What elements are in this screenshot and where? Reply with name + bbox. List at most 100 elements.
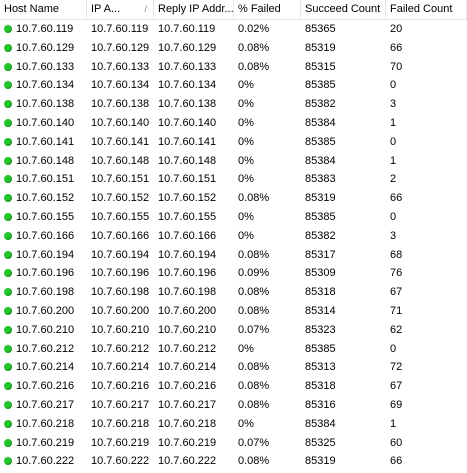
host-name-text: 10.7.60.196 — [16, 267, 75, 280]
succeed-count-cell: 85383 — [305, 173, 336, 186]
table-row[interactable]: 10.7.60.148 10.7.60.148 10.7.60.148 0% 85384… — [0, 152, 467, 171]
column-header-host-name[interactable]: Host Name — [0, 0, 87, 19]
ip-address-cell: 10.7.60.217 — [91, 398, 150, 411]
column-header-reply-ip-address[interactable]: Reply IP Addr... — [154, 0, 234, 19]
table-row[interactable]: 10.7.60.152 10.7.60.152 10.7.60.152 0.08% 85… — [0, 189, 467, 208]
succeed-count-cell: 85385 — [305, 210, 336, 223]
reply-ip-cell: 10.7.60.119 — [158, 23, 216, 35]
table-row[interactable]: 10.7.60.133 10.7.60.133 10.7.60.133 0.08% 85… — [0, 58, 467, 77]
host-name-cell: 10.7.60.200 — [0, 302, 87, 321]
succeed-count-cell: 85385 — [305, 79, 336, 92]
green-circle-icon — [4, 269, 12, 278]
host-name-text: 10.7.60.218 — [16, 417, 75, 430]
host-name-cell: 10.7.60.216 — [0, 377, 87, 396]
table-row[interactable]: 10.7.60.129 10.7.60.129 10.7.60.129 0.08% 85… — [0, 39, 467, 58]
table-row[interactable]: 10.7.60.140 10.7.60.140 10.7.60.140 0% 85384… — [0, 114, 467, 133]
column-header-failed-count[interactable]: Failed Count — [386, 0, 467, 19]
reply-ip-cell: 10.7.60.134 — [158, 79, 217, 92]
green-circle-icon — [4, 43, 12, 52]
host-name-cell: 10.7.60.141 — [0, 133, 87, 152]
ip-address-cell: 10.7.60.210 — [91, 323, 150, 336]
table-row[interactable]: 10.7.60.138 10.7.60.138 10.7.60.138 0% 85382… — [0, 95, 467, 114]
host-name-text: 10.7.60.155 — [16, 210, 75, 223]
table-row[interactable]: 10.7.60.155 10.7.60.155 10.7.60.155 0% 85385… — [0, 208, 467, 227]
host-name-cell: 10.7.60.222 — [0, 452, 87, 471]
host-name-cell: 10.7.60.133 — [0, 58, 87, 77]
percent-failed-cell: 0.08% — [238, 380, 270, 393]
green-circle-icon — [4, 100, 12, 109]
percent-failed-cell: 0.08% — [238, 455, 270, 468]
table-row[interactable]: 10.7.60.134 10.7.60.134 10.7.60.134 0% 85385… — [0, 76, 467, 95]
table-row[interactable]: 10.7.60.219 10.7.60.219 10.7.60.219 0.07% 85… — [0, 434, 467, 453]
green-circle-icon — [4, 438, 12, 447]
percent-failed-cell: 0.08% — [238, 60, 270, 73]
succeed-count-cell: 85365 — [305, 23, 336, 35]
failed-count-cell: 1 — [390, 154, 397, 167]
table-row[interactable]: 10.7.60.151 10.7.60.151 10.7.60.151 0% 85383… — [0, 170, 467, 189]
failed-count-cell: 3 — [390, 98, 397, 111]
failed-count-cell: 0 — [390, 342, 397, 355]
table-row[interactable]: 10.7.60.166 10.7.60.166 10.7.60.166 0% 85382… — [0, 227, 467, 246]
failed-count-cell: 76 — [390, 267, 403, 280]
green-circle-icon — [4, 175, 12, 184]
host-name-cell: 10.7.60.129 — [0, 39, 87, 58]
host-name-text: 10.7.60.198 — [16, 286, 75, 299]
reply-ip-cell: 10.7.60.141 — [158, 135, 217, 148]
table-row[interactable]: 10.7.60.200 10.7.60.200 10.7.60.200 0.08% 85… — [0, 302, 467, 321]
reply-ip-cell: 10.7.60.148 — [158, 154, 217, 167]
table-row[interactable]: 10.7.60.210 10.7.60.210 10.7.60.210 0.07% 85… — [0, 321, 467, 340]
table-row[interactable]: 10.7.60.194 10.7.60.194 10.7.60.194 0.08% 85… — [0, 246, 467, 265]
column-header-label: IP A... — [91, 3, 121, 15]
green-circle-icon — [4, 250, 12, 259]
column-header-succeed-count[interactable]: Succeed Count — [301, 0, 386, 19]
table-row[interactable]: 10.7.60.119 10.7.60.119 10.7.60.119 0.02% 85… — [0, 20, 467, 39]
table-row[interactable]: 10.7.60.214 10.7.60.214 10.7.60.214 0.08% 85… — [0, 358, 467, 377]
ip-address-cell: 10.7.60.129 — [91, 41, 150, 54]
green-circle-icon — [4, 306, 12, 315]
host-name-cell: 10.7.60.148 — [0, 152, 87, 171]
failed-count-cell: 66 — [390, 41, 403, 54]
succeed-count-cell: 85318 — [305, 286, 336, 299]
reply-ip-cell: 10.7.60.212 — [158, 342, 217, 355]
host-name-cell: 10.7.60.119 — [0, 20, 87, 39]
host-name-cell: 10.7.60.134 — [0, 76, 87, 95]
green-circle-icon — [4, 81, 12, 90]
green-circle-icon — [4, 419, 12, 428]
failed-count-cell: 67 — [390, 380, 403, 393]
green-circle-icon — [4, 137, 12, 146]
table-row[interactable]: 10.7.60.196 10.7.60.196 10.7.60.196 0.09% 85… — [0, 264, 467, 283]
percent-failed-cell: 0% — [238, 116, 254, 129]
failed-count-cell: 0 — [390, 79, 397, 92]
reply-ip-cell: 10.7.60.133 — [158, 60, 217, 73]
host-name-cell: 10.7.60.138 — [0, 95, 87, 114]
table-row[interactable]: 10.7.60.222 10.7.60.222 10.7.60.222 0.08% 85… — [0, 452, 467, 471]
table-row[interactable]: 10.7.60.198 10.7.60.198 10.7.60.198 0.08% 85… — [0, 283, 467, 302]
green-circle-icon — [4, 457, 12, 466]
host-name-cell: 10.7.60.212 — [0, 340, 87, 359]
host-name-cell: 10.7.60.214 — [0, 358, 87, 377]
table-row[interactable]: 10.7.60.216 10.7.60.216 10.7.60.216 0.08% 85… — [0, 377, 467, 396]
succeed-count-cell: 85325 — [305, 436, 336, 449]
column-header-row: Host Name IP A... / Reply IP Addr... % Fa… — [0, 0, 467, 20]
ip-address-cell: 10.7.60.196 — [91, 267, 150, 280]
succeed-count-cell: 85384 — [305, 116, 336, 129]
reply-ip-cell: 10.7.60.222 — [158, 455, 217, 468]
percent-failed-cell: 0.08% — [238, 304, 270, 317]
succeed-count-cell: 85309 — [305, 267, 336, 280]
host-name-text: 10.7.60.212 — [16, 342, 75, 355]
table-row[interactable]: 10.7.60.218 10.7.60.218 10.7.60.218 0% 85384… — [0, 415, 467, 434]
failed-count-cell: 20 — [390, 23, 403, 35]
table-row[interactable]: 10.7.60.141 10.7.60.141 10.7.60.141 0% 85385… — [0, 133, 467, 152]
succeed-count-cell: 85316 — [305, 398, 336, 411]
table-row[interactable]: 10.7.60.212 10.7.60.212 10.7.60.212 0% 85385… — [0, 340, 467, 359]
percent-failed-cell: 0.07% — [238, 323, 270, 336]
ip-address-cell: 10.7.60.222 — [91, 455, 150, 468]
reply-ip-cell: 10.7.60.198 — [158, 286, 217, 299]
column-header-ip-address[interactable]: IP A... / — [87, 0, 154, 19]
table-row[interactable]: 10.7.60.217 10.7.60.217 10.7.60.217 0.08% 85… — [0, 396, 467, 415]
ip-address-cell: 10.7.60.200 — [91, 304, 150, 317]
succeed-count-cell: 85384 — [305, 417, 336, 430]
reply-ip-cell: 10.7.60.140 — [158, 116, 217, 129]
host-name-text: 10.7.60.119 — [16, 23, 74, 35]
column-header-percent-failed[interactable]: % Failed — [234, 0, 301, 19]
